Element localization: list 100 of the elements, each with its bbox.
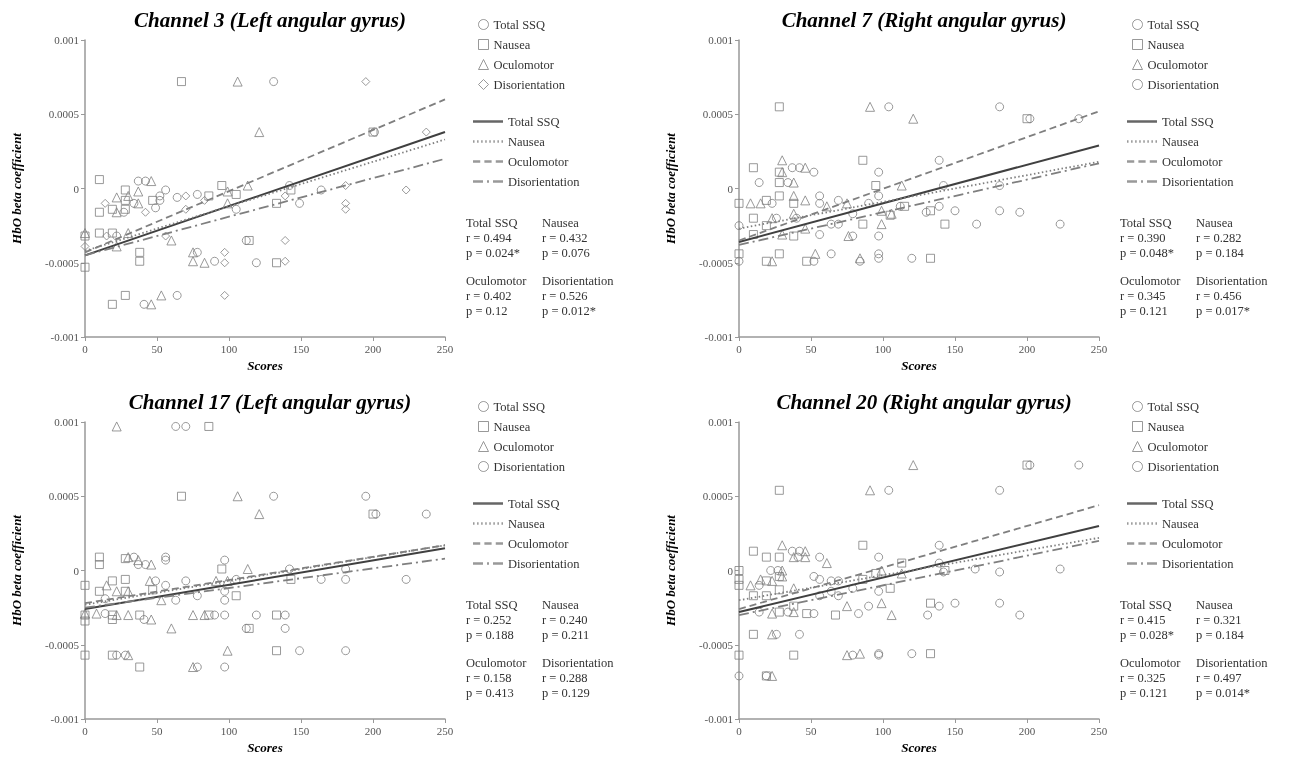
text: Total SSQ r = 0.415 p = 0.028* xyxy=(1120,597,1174,642)
y-tick-label: -0.001 xyxy=(704,331,733,343)
legend-label: Oculomotor xyxy=(1147,439,1209,454)
legend-label: Total SSQ xyxy=(493,17,546,32)
chart-title: Channel 3 (Left angular gyrus) xyxy=(134,7,406,32)
x-tick-label: 250 xyxy=(1090,342,1108,355)
y-tick-label: 0.0005 xyxy=(48,108,80,121)
legend-label: Oculomotor xyxy=(508,536,570,551)
y-axis-title: HbO beta coefficient xyxy=(663,132,678,245)
y-tick-label: 0.0005 xyxy=(702,108,734,121)
text: Nausea r = 0.321 p = 0.184 xyxy=(1196,597,1245,642)
x-tick-label: 200 xyxy=(1018,342,1036,355)
legend-label: Total SSQ xyxy=(508,496,560,511)
chart-title: Channel 7 (Right angular gyrus) xyxy=(781,7,1067,32)
x-tick-label: 250 xyxy=(1090,724,1108,737)
legend-label: Disorientation xyxy=(1147,459,1220,474)
x-tick-label: 250 xyxy=(436,342,454,355)
x-tick-label: 150 xyxy=(292,724,310,737)
legend-label: Total SSQ xyxy=(493,399,546,414)
y-tick-label: -0.001 xyxy=(704,713,733,725)
x-tick-label: 200 xyxy=(364,342,382,355)
x-tick-label: 50 xyxy=(805,724,817,737)
text: Disorientation r = 0.497 p = 0.014* xyxy=(1196,655,1269,700)
x-tick-label: 200 xyxy=(1018,724,1036,737)
legend-label: Total SSQ xyxy=(1147,17,1200,32)
text: Nausea r = 0.432 p = 0.076 xyxy=(542,215,590,260)
legend-label: Nausea xyxy=(493,37,531,52)
y-tick-label: 0 xyxy=(73,182,80,195)
legend-label: Nausea xyxy=(1147,419,1185,434)
x-tick-label: 200 xyxy=(364,724,382,737)
legend-label: Total SSQ xyxy=(1162,496,1214,511)
y-tick-label: 0.001 xyxy=(708,416,733,428)
text: Oculomotor r = 0.402 p = 0.12 xyxy=(466,273,528,318)
text: Total SSQ r = 0.494 p = 0.024* xyxy=(466,215,520,260)
y-axis-title: HbO beta coefficient xyxy=(9,514,24,627)
y-tick-label: 0.0005 xyxy=(702,490,734,503)
y-tick-label: -0.001 xyxy=(50,713,79,725)
legend-label: Nausea xyxy=(493,419,531,434)
x-tick-label: 150 xyxy=(292,342,310,355)
text: Nausea r = 0.282 p = 0.184 xyxy=(1196,215,1245,260)
y-tick-label: -0.001 xyxy=(50,331,79,343)
chart-title: Channel 17 (Left angular gyrus) xyxy=(128,389,412,414)
x-tick-label: 50 xyxy=(805,342,817,355)
legend-label: Oculomotor xyxy=(508,154,570,169)
x-tick-label: 100 xyxy=(874,724,892,737)
chart-title: Channel 20 (Right angular gyrus) xyxy=(776,389,1072,414)
legend-label: Nausea xyxy=(508,516,546,531)
x-tick-label: 50 xyxy=(151,724,163,737)
legend-label: Oculomotor xyxy=(1147,57,1209,72)
legend-label: Disorientation xyxy=(1162,556,1235,571)
text: Oculomotor r = 0.345 p = 0.121 xyxy=(1120,273,1182,318)
legend-label: Disorientation xyxy=(493,459,566,474)
y-tick-label: 0.001 xyxy=(54,34,79,46)
text: Oculomotor r = 0.158 p = 0.413 xyxy=(466,655,528,700)
y-axis-title: HbO beta coefficient xyxy=(663,514,678,627)
y-tick-label: 0.001 xyxy=(708,34,733,46)
legend-label: Oculomotor xyxy=(1162,536,1224,551)
x-tick-label: 150 xyxy=(946,724,964,737)
legend-label: Total SSQ xyxy=(1147,399,1200,414)
x-tick-label: 250 xyxy=(436,724,454,737)
x-tick-label: 100 xyxy=(220,724,238,737)
x-tick-label: 0 xyxy=(82,724,89,737)
y-tick-label: 0 xyxy=(73,564,80,577)
x-tick-label: 100 xyxy=(874,342,892,355)
y-axis-title: HbO beta coefficient xyxy=(9,132,24,245)
legend-label: Disorientation xyxy=(508,174,581,189)
legend-label: Nausea xyxy=(1162,134,1200,149)
x-axis-title: Scores xyxy=(247,739,283,755)
legend-label: Disorientation xyxy=(1162,174,1235,189)
x-tick-label: 50 xyxy=(151,342,163,355)
y-tick-label: -0.0005 xyxy=(699,256,734,269)
legend-label: Total SSQ xyxy=(1162,114,1214,129)
text: Total SSQ r = 0.252 p = 0.188 xyxy=(466,597,518,642)
legend-label: Oculomotor xyxy=(1162,154,1224,169)
text: Total SSQ r = 0.390 p = 0.048* xyxy=(1120,215,1174,260)
y-tick-label: -0.0005 xyxy=(699,638,734,651)
legend-label: Oculomotor xyxy=(493,57,555,72)
x-tick-label: 150 xyxy=(946,342,964,355)
x-axis-title: Scores xyxy=(901,357,937,373)
legend-label: Nausea xyxy=(1162,516,1200,531)
legend-label: Total SSQ xyxy=(508,114,560,129)
legend-label: Disorientation xyxy=(508,556,581,571)
y-tick-label: 0.0005 xyxy=(48,490,80,503)
x-tick-label: 100 xyxy=(220,342,238,355)
x-tick-label: 0 xyxy=(736,724,743,737)
text: Disorientation r = 0.456 p = 0.017* xyxy=(1196,273,1269,318)
y-tick-label: -0.0005 xyxy=(45,638,80,651)
legend-label: Nausea xyxy=(1147,37,1185,52)
legend-label: Disorientation xyxy=(493,77,566,92)
text: Oculomotor r = 0.325 p = 0.121 xyxy=(1120,655,1182,700)
text: Nausea r = 0.240 p = 0.211 xyxy=(542,597,590,642)
y-tick-label: 0 xyxy=(727,182,734,195)
y-tick-label: -0.0005 xyxy=(45,256,80,269)
x-tick-label: 0 xyxy=(82,342,89,355)
x-axis-title: Scores xyxy=(901,739,937,755)
legend-label: Nausea xyxy=(508,134,546,149)
text: Disorientation r = 0.288 p = 0.129 xyxy=(542,655,615,700)
legend-label: Disorientation xyxy=(1147,77,1220,92)
y-tick-label: 0 xyxy=(727,564,734,577)
x-axis-title: Scores xyxy=(247,357,283,373)
